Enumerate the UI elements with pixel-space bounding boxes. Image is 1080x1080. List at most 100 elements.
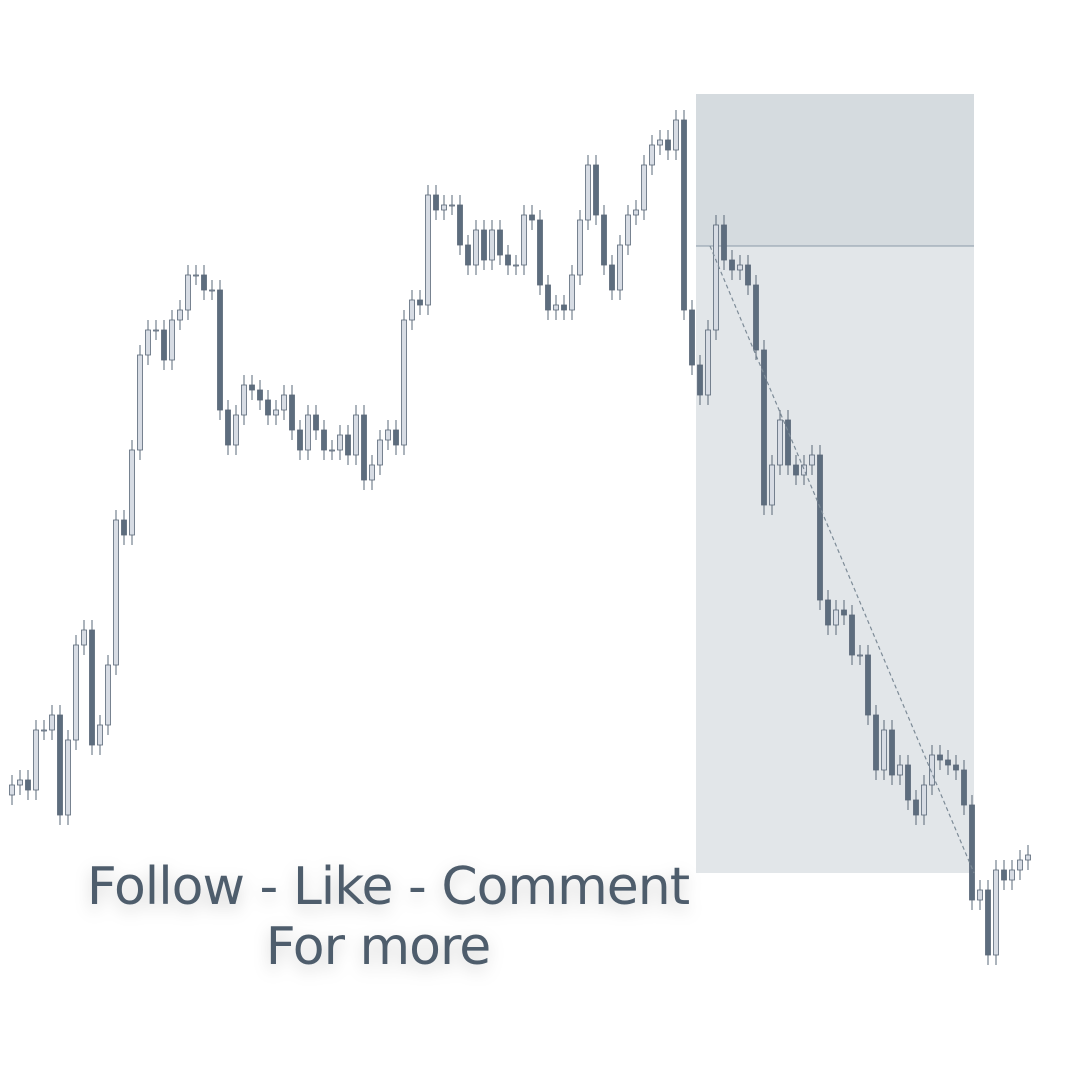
candle-body [705, 329, 711, 396]
plot [9, 94, 1031, 965]
candle-body [977, 889, 983, 901]
candle-body [697, 364, 703, 396]
candle-body [505, 254, 511, 266]
candle-body [401, 319, 407, 446]
candle-body [753, 284, 759, 351]
candle-body [369, 464, 375, 481]
candle-body [625, 214, 631, 246]
candle-body [649, 144, 655, 166]
candle-body [673, 119, 679, 151]
candle-body [577, 219, 583, 276]
candle-body [953, 764, 959, 771]
candle-body [65, 739, 71, 816]
candle-body [529, 214, 535, 221]
candle-body [321, 429, 327, 451]
candle-body [417, 299, 423, 306]
candle-body [457, 204, 463, 246]
candle-body [265, 399, 271, 416]
candle-body [993, 869, 999, 956]
candle-body [561, 304, 567, 311]
candle-body [745, 264, 751, 286]
candle-body [281, 394, 287, 411]
candle-body [905, 764, 911, 801]
candle-body [785, 419, 791, 466]
candle-body [617, 244, 623, 291]
trade-path [709, 245, 975, 874]
candle-body [833, 609, 839, 626]
candle-body [825, 599, 831, 626]
candle-body [913, 799, 919, 816]
candle-body [17, 779, 23, 786]
candle-body [257, 389, 263, 401]
candle-body [377, 439, 383, 466]
candle-body [433, 194, 439, 211]
candle-body [929, 754, 935, 786]
candle-body [217, 289, 223, 411]
candle-body [969, 804, 975, 901]
candle-body [9, 784, 15, 796]
candle-body [921, 784, 927, 816]
candle-body [537, 219, 543, 286]
annotation: For more [266, 917, 490, 977]
candle-body [1009, 869, 1015, 881]
candle-body [297, 429, 303, 451]
candle-body [145, 329, 151, 356]
candle-body [713, 224, 719, 331]
candle-body [945, 759, 951, 766]
candle-body [249, 384, 255, 391]
candle-body [177, 309, 183, 321]
stop-zone [696, 94, 974, 246]
candle-body [513, 264, 519, 267]
candle-body [593, 164, 599, 216]
candle-body [657, 139, 663, 146]
candle-body [841, 609, 847, 616]
candle-body [25, 779, 31, 791]
candle-body [545, 284, 551, 311]
candle-body [897, 764, 903, 776]
candle-body [105, 664, 111, 726]
candle-body [889, 729, 895, 776]
candle-body [193, 274, 199, 277]
candle-body [273, 409, 279, 416]
candle-body [553, 304, 559, 311]
candle-body [481, 229, 487, 261]
candle-body [641, 164, 647, 211]
candle-body [729, 259, 735, 271]
candle-body [289, 394, 295, 431]
candle-body [121, 519, 127, 536]
candle-body [473, 229, 479, 266]
candle-body [737, 264, 743, 271]
candle-body [153, 329, 159, 332]
candle-body [601, 214, 607, 266]
candle-body [497, 229, 503, 256]
candle-body [49, 714, 55, 731]
candle-body [801, 464, 807, 476]
candle-body [361, 414, 367, 481]
candle-body [161, 329, 167, 361]
candle-body [793, 464, 799, 476]
candle-body [185, 274, 191, 311]
candle-body [609, 264, 615, 291]
candle-body [233, 414, 239, 446]
candle-body [33, 729, 39, 791]
candle-body [225, 409, 231, 446]
candle-body [305, 414, 311, 451]
candle-body [585, 164, 591, 221]
candle-body [337, 434, 343, 451]
candle-body [97, 724, 103, 746]
candle-body [489, 229, 495, 261]
candle-body [777, 419, 783, 466]
candle-body [985, 889, 991, 956]
annotation: Follow - Like - Comment [87, 857, 690, 917]
candle-body [89, 629, 95, 746]
candle-body [633, 209, 639, 216]
candle-body [345, 434, 351, 456]
candle-body [329, 449, 335, 452]
candle-body [1025, 854, 1031, 861]
candle-body [817, 454, 823, 601]
candle-body [881, 729, 887, 771]
candle-body [873, 714, 879, 771]
candle-body [681, 119, 687, 311]
candle-body [521, 214, 527, 266]
